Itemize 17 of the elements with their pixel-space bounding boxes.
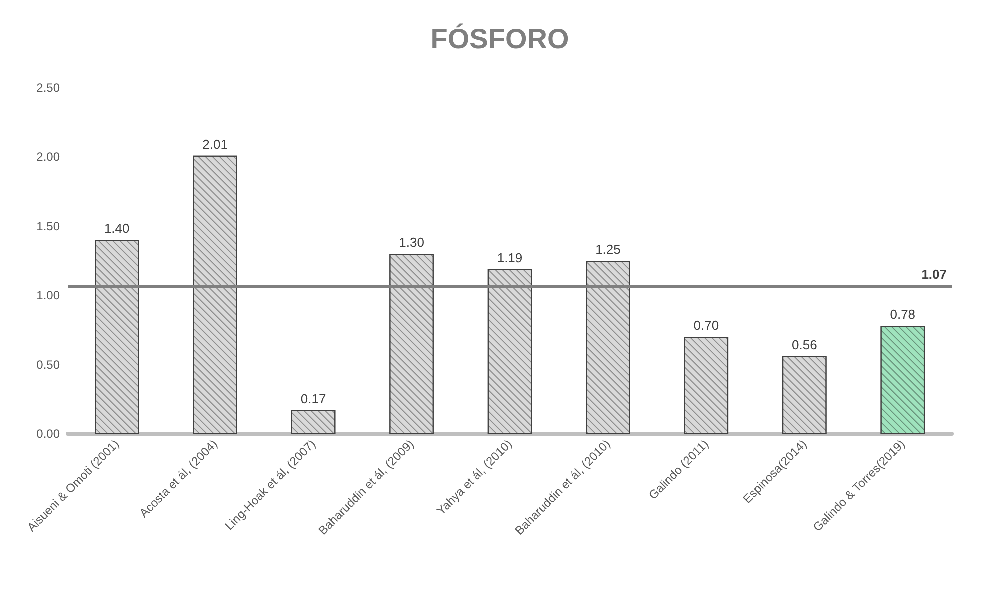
y-tick-label: 2.50 <box>36 81 60 95</box>
y-tick-label: 2.00 <box>36 150 60 164</box>
y-tick-label: 0.00 <box>36 427 60 441</box>
data-label: 0.70 <box>694 318 720 334</box>
data-label: 0.78 <box>890 307 916 322</box>
ref-line-label: 1.07 <box>922 266 947 282</box>
chart-title: FÓSFORO <box>430 24 570 54</box>
y-tick-label: 0.50 <box>36 358 60 372</box>
data-label: 0.56 <box>792 337 818 352</box>
data-label: 0.17 <box>300 391 326 406</box>
data-label: 1.25 <box>596 242 621 257</box>
data-label: 1.40 <box>104 221 130 236</box>
y-tick-label: 1.00 <box>36 288 60 303</box>
data-label: 1.30 <box>399 235 424 250</box>
y-tick-label: 1.50 <box>36 219 60 234</box>
data-label: 1.19 <box>497 250 523 266</box>
data-label: 2.01 <box>202 136 228 152</box>
